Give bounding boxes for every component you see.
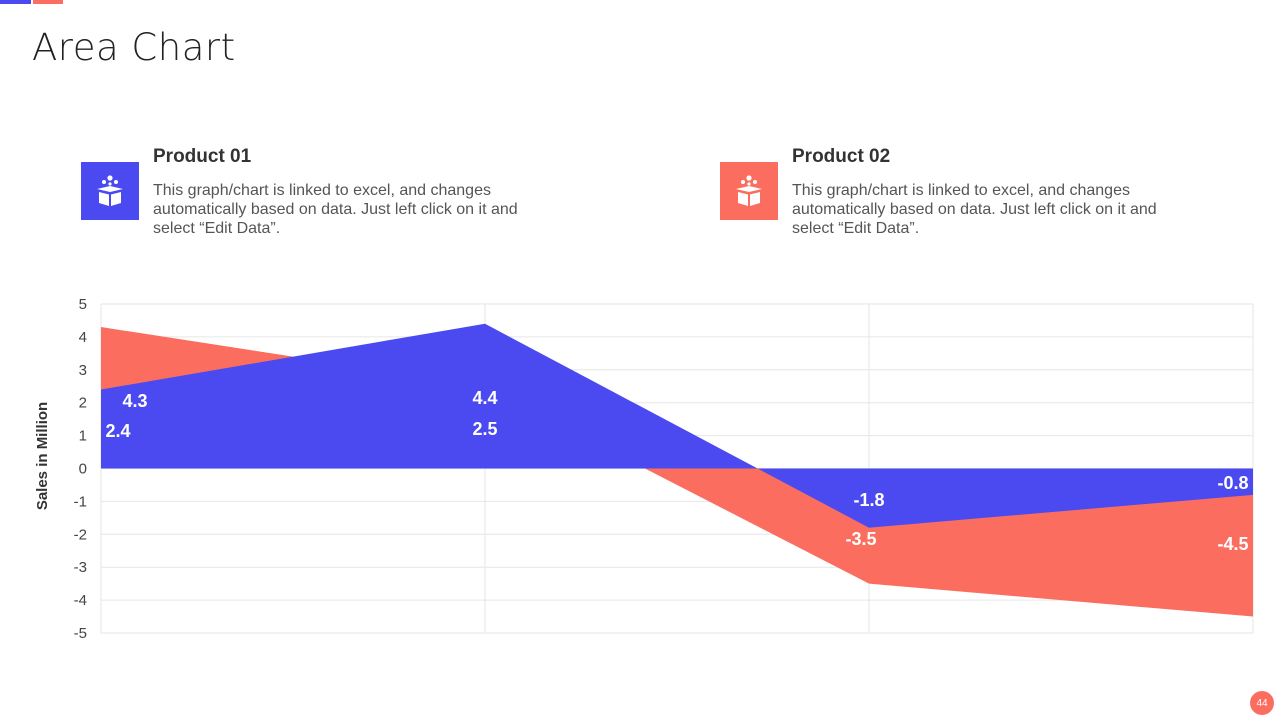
data-label: -0.8 (1217, 473, 1248, 493)
y-tick-label: 0 (79, 461, 87, 478)
area-chart: 5 4 3 2 1 0 -1 -2 -3 -4 -5 Sales in Million 4.3 2.5 -3… (34, 296, 1254, 642)
data-label: -3.5 (845, 529, 876, 549)
product-02-heading: Product 02 (792, 146, 891, 167)
accent-bar-blue (0, 0, 31, 4)
slide-title: Area Chart (32, 26, 236, 69)
area-product-01 (101, 323, 1253, 528)
data-label: 4.4 (472, 388, 497, 408)
y-axis-label: Sales in Million (34, 402, 51, 510)
page-number-badge: 44 (1250, 691, 1274, 715)
y-tick-label: -2 (74, 526, 87, 543)
y-tick-label: 1 (79, 428, 87, 445)
product-01-description: This graph/chart is linked to excel, and… (153, 182, 518, 237)
y-tick-label: -5 (74, 625, 87, 642)
y-tick-label: 3 (79, 362, 87, 379)
data-label: -4.5 (1217, 534, 1248, 554)
y-tick-label: 5 (79, 296, 87, 313)
data-label: 2.4 (105, 421, 130, 441)
data-label: -1.8 (853, 490, 884, 510)
y-tick-label: 4 (79, 329, 87, 346)
product-02-description: This graph/chart is linked to excel, and… (792, 182, 1157, 237)
y-tick-label: -4 (74, 592, 87, 609)
product-01-heading: Product 01 (153, 146, 252, 167)
accent-bar-red (33, 0, 63, 4)
box-icon (81, 162, 139, 220)
data-label: 2.5 (472, 419, 497, 439)
box-icon (720, 162, 778, 220)
y-tick-label: -3 (74, 559, 87, 576)
y-tick-label: 2 (79, 395, 87, 412)
data-label: 4.3 (122, 391, 147, 411)
y-tick-label: -1 (74, 493, 87, 510)
